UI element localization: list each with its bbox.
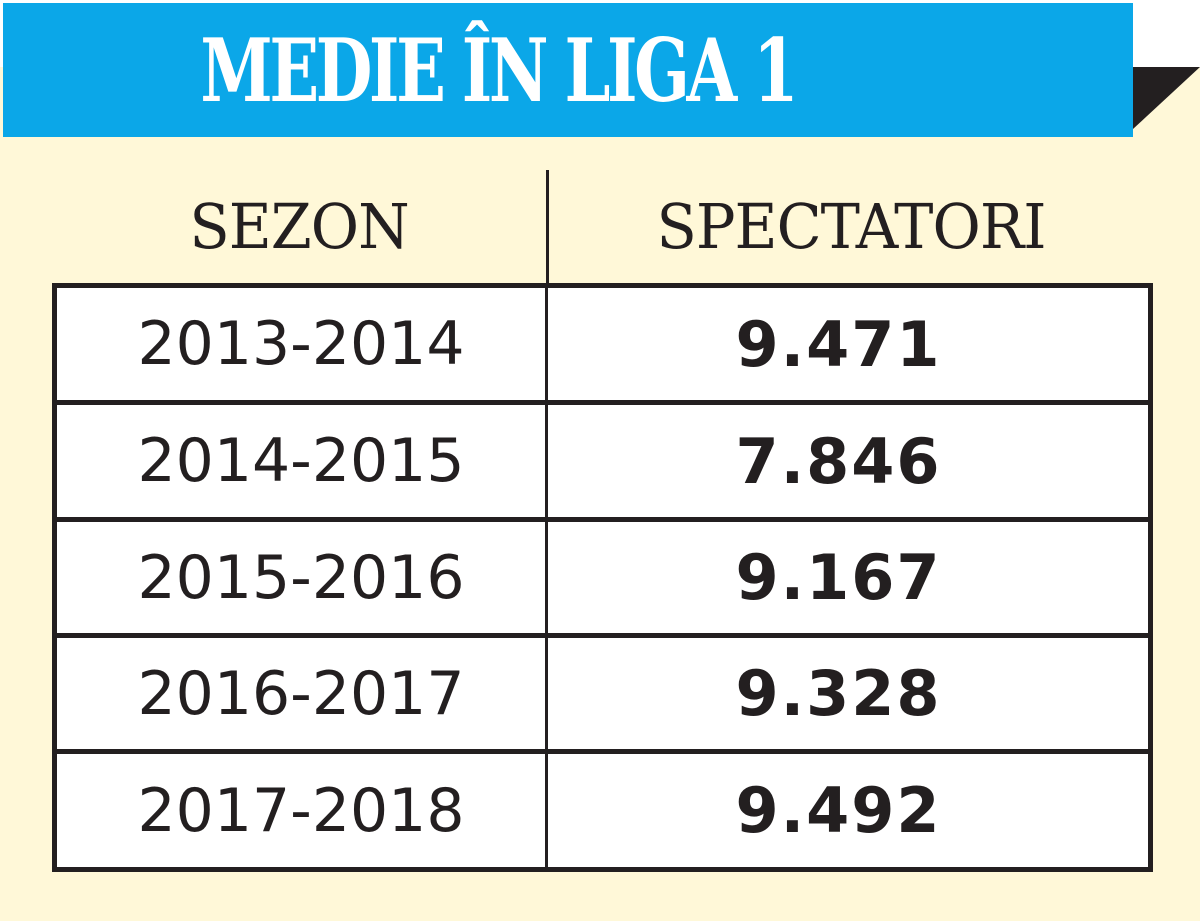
- spectators-cell: 9.471: [735, 307, 942, 381]
- spectators-cell: 7.846: [735, 424, 942, 498]
- title-banner: MEDIE ÎN LIGA 1: [3, 3, 1133, 137]
- column-header-spectators: SPECTATORI: [656, 190, 1046, 263]
- column-header-season: SEZON: [189, 190, 409, 263]
- season-cell: 2013-2014: [57, 288, 548, 400]
- spectators-cell: 9.167: [735, 541, 942, 614]
- banner-fold-icon: [1133, 67, 1200, 129]
- spectators-cell: 9.328: [735, 657, 942, 730]
- table-row: 2015-2016 9.167: [57, 517, 1148, 633]
- season-cell: 2015-2016: [57, 522, 548, 633]
- header-column-divider: [546, 170, 549, 285]
- spectators-cell: 9.492: [735, 774, 942, 847]
- table-row: 2016-2017 9.328: [57, 633, 1148, 749]
- season-cell: 2016-2017: [57, 638, 548, 749]
- table-row: 2014-2015 7.846: [57, 400, 1148, 517]
- table-row: 2013-2014 9.471: [57, 288, 1148, 400]
- attendance-table: 2013-2014 9.471 2014-2015 7.846 2015-201…: [52, 283, 1153, 872]
- season-cell: 2017-2018: [57, 754, 548, 867]
- table-row: 2017-2018 9.492: [57, 749, 1148, 867]
- page-title: MEDIE ÎN LIGA 1: [200, 18, 799, 122]
- season-cell: 2014-2015: [57, 405, 548, 517]
